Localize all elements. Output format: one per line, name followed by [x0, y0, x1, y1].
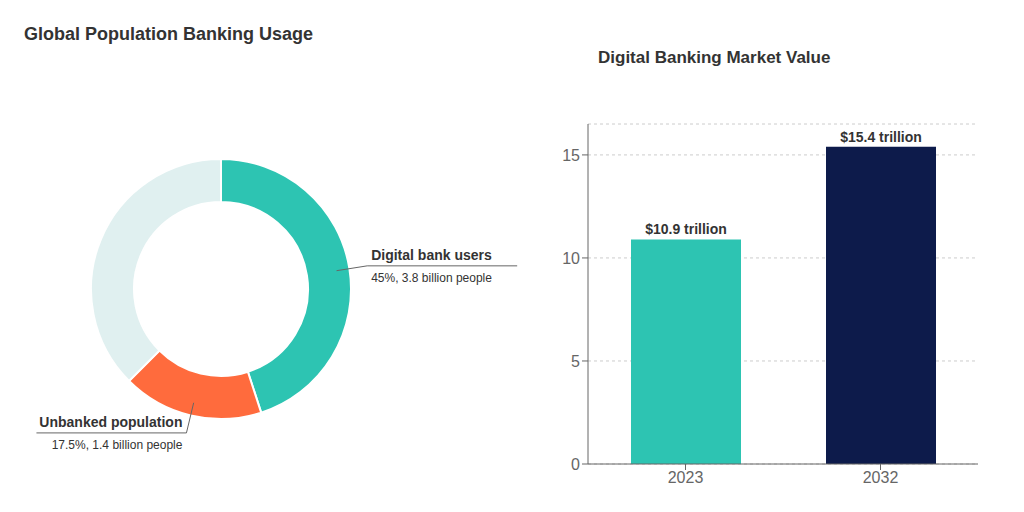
svg-text:2023: 2023: [668, 469, 704, 486]
svg-text:15: 15: [562, 147, 580, 164]
svg-text:Unbanked population: Unbanked population: [39, 414, 182, 430]
svg-text:$10.9 trillion: $10.9 trillion: [645, 221, 727, 237]
svg-text:5: 5: [571, 353, 580, 370]
html-text:Global Population Banking Usag: Global Population Banking Usage: [24, 24, 313, 44]
svg-text:2032: 2032: [863, 469, 899, 486]
svg-text:17.5%, 1.4 billion people: 17.5%, 1.4 billion people: [52, 438, 183, 452]
html-text:Digital Banking Market Value: Digital Banking Market Value: [598, 48, 831, 67]
svg-text:10: 10: [562, 250, 580, 267]
svg-text:45%, 3.8 billion people: 45%, 3.8 billion people: [371, 271, 492, 285]
svg-text:$15.4 trillion: $15.4 trillion: [840, 129, 922, 145]
svg-text:0: 0: [571, 456, 580, 473]
svg-text:Digital bank users: Digital bank users: [371, 247, 492, 263]
